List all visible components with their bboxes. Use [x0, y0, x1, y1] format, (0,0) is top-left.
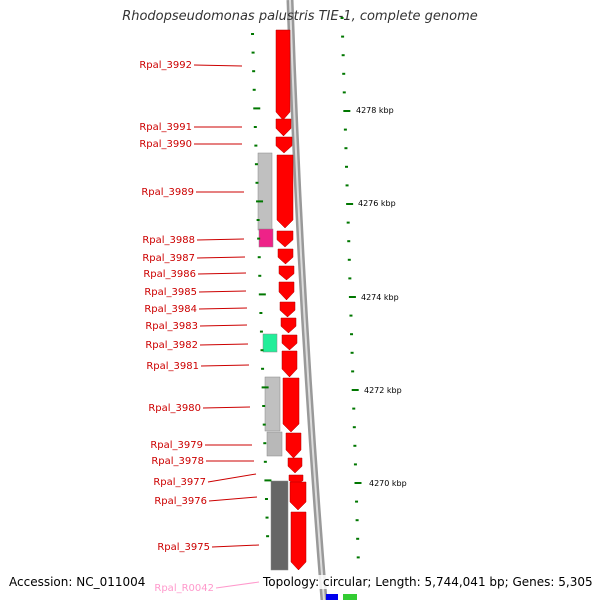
gene-arrow[interactable]	[290, 511, 307, 571]
gene-arrow[interactable]	[285, 432, 302, 459]
gray-feature-block[interactable]	[257, 152, 273, 231]
scale-label: 4270 kbp	[369, 479, 407, 488]
gene-label[interactable]: Rpal_3990	[139, 139, 192, 150]
genome-backbone-highlight	[289, 0, 325, 600]
gene-arrow[interactable]	[281, 334, 298, 351]
gene-leader-line	[198, 290, 247, 293]
gene-label[interactable]: Rpal_3986	[143, 269, 196, 280]
gene-label[interactable]: Rpal_3976	[154, 496, 207, 507]
gene-leader-line	[196, 238, 245, 241]
gene-arrow[interactable]	[277, 248, 294, 265]
scale-label: 4274 kbp	[361, 293, 399, 302]
gene-label[interactable]: Rpal_3979	[150, 440, 203, 451]
gene-label[interactable]: Rpal_3991	[139, 122, 192, 133]
gene-arrow[interactable]	[289, 481, 307, 511]
gene-leader-line	[199, 343, 249, 346]
green-feature-block[interactable]	[343, 594, 357, 600]
gene-leader-line	[200, 364, 250, 367]
gene-label[interactable]: Rpal_3982	[145, 340, 198, 351]
scale-label: 4272 kbp	[364, 386, 402, 395]
gene-label[interactable]: Rpal_3977	[153, 477, 206, 488]
gene-leader-line	[193, 64, 243, 67]
dark-gray-feature-block[interactable]	[270, 480, 289, 571]
gene-label[interactable]: Rpal_3978	[151, 456, 204, 467]
gene-leader-line	[199, 324, 248, 327]
scale-label: 4276 kbp	[358, 199, 396, 208]
gene-leader-line	[196, 256, 246, 259]
gene-arrow[interactable]	[275, 136, 293, 154]
green-feature-block[interactable]	[262, 333, 278, 353]
gene-leader-line	[197, 272, 247, 275]
gene-arrow[interactable]	[275, 118, 292, 137]
gray-feature-block[interactable]	[266, 431, 283, 457]
gene-label[interactable]: Rpal_3975	[157, 542, 210, 553]
gene-arrow[interactable]	[279, 301, 296, 318]
gene-arrow[interactable]	[287, 457, 303, 474]
gene-leader-line	[198, 307, 248, 310]
gray-feature-block[interactable]	[264, 376, 281, 432]
gene-label[interactable]: Rpal_3983	[145, 321, 198, 332]
genome-backbone	[286, 0, 328, 600]
gene-label[interactable]: Rpal_3988	[142, 235, 195, 246]
blue-feature-block[interactable]	[326, 594, 338, 600]
genome-title: Rhodopseudomonas palustris TIE-1, comple…	[122, 9, 478, 24]
scale-label: 4278 kbp	[356, 106, 394, 115]
gene-arrow[interactable]	[276, 230, 294, 248]
gene-label[interactable]: Rpal_3989	[141, 187, 194, 198]
gene-leader-line	[215, 581, 260, 589]
gene-arrow[interactable]	[281, 350, 298, 378]
gene-leader-line	[208, 496, 258, 502]
gene-label[interactable]: Rpal_3992	[139, 60, 192, 71]
gene-arrow[interactable]	[282, 377, 300, 433]
gene-arrow[interactable]	[278, 281, 295, 301]
topology-summary: Topology: circular; Length: 5,744,041 bp…	[263, 575, 593, 589]
gene-arrow[interactable]	[276, 154, 294, 229]
gene-label[interactable]: Rpal_3984	[144, 304, 197, 315]
gene-arrow[interactable]	[278, 265, 295, 281]
gene-label[interactable]: Rpal_R0042	[154, 583, 214, 594]
gene-arrow[interactable]	[280, 317, 297, 334]
gene-leader-line	[207, 473, 257, 483]
gene-label[interactable]: Rpal_3981	[146, 361, 199, 372]
magenta-feature-block[interactable]	[258, 228, 274, 248]
accession-label: Accession: NC_011004	[9, 575, 146, 589]
gene-arrow[interactable]	[275, 29, 291, 121]
gene-label[interactable]: Rpal_3987	[142, 253, 195, 264]
gene-leader-line	[211, 544, 260, 548]
gene-label[interactable]: Rpal_3980	[148, 403, 201, 414]
gene-leader-line	[202, 406, 251, 409]
gene-label[interactable]: Rpal_3985	[144, 287, 197, 298]
